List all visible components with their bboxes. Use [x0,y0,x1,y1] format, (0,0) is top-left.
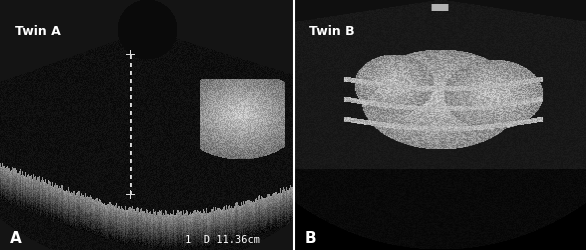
Text: A: A [10,230,22,245]
Text: 1  D 11.36cm: 1 D 11.36cm [185,234,260,244]
Text: Twin A: Twin A [15,25,61,38]
Text: Twin B: Twin B [309,25,355,38]
Text: B: B [304,230,316,245]
